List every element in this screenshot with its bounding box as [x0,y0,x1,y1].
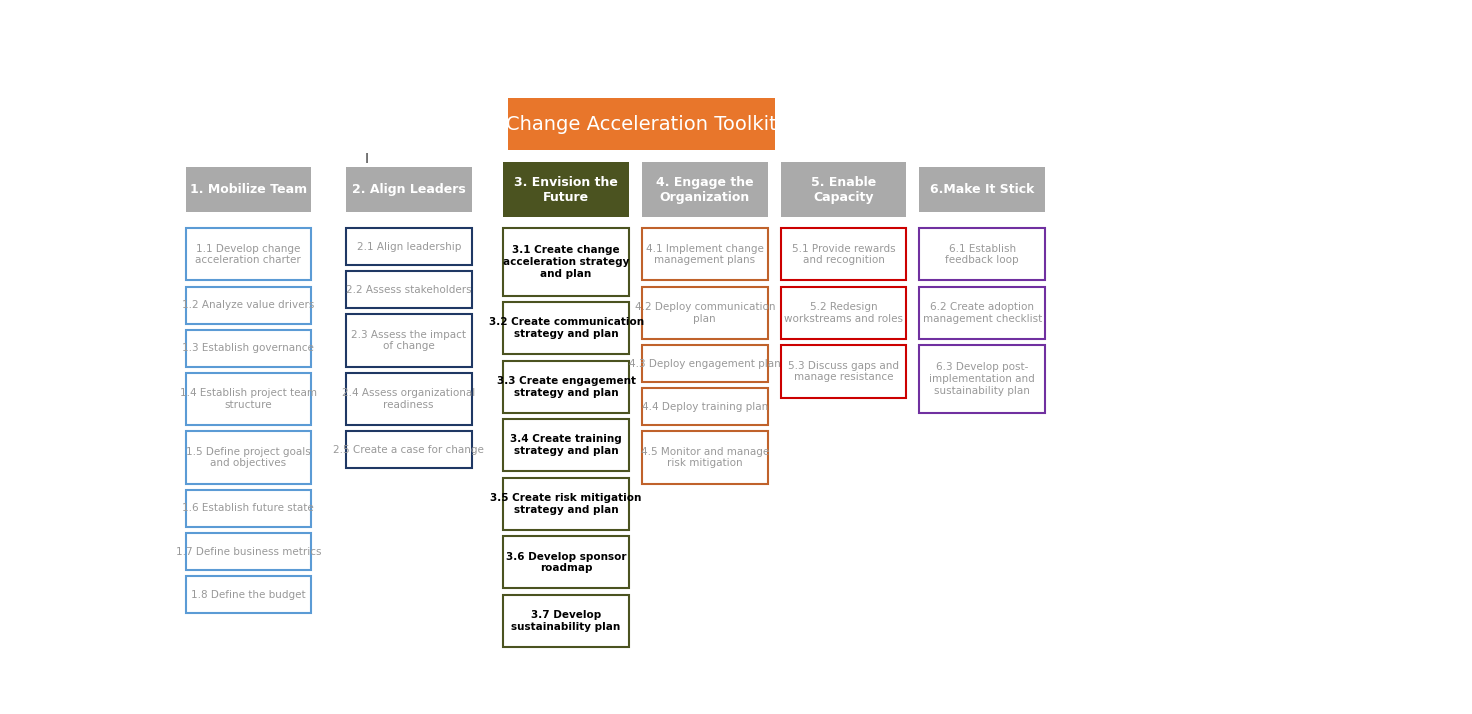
Text: 3.2 Create communication
strategy and plan: 3.2 Create communication strategy and pl… [489,318,643,339]
Text: 3. Envision the
Future: 3. Envision the Future [514,176,618,203]
FancyBboxPatch shape [920,167,1045,212]
FancyBboxPatch shape [503,419,629,471]
FancyBboxPatch shape [642,286,767,339]
FancyBboxPatch shape [920,228,1045,281]
Text: 2.3 Assess the impact
of change: 2.3 Assess the impact of change [352,330,467,351]
FancyBboxPatch shape [642,345,767,382]
Text: 5. Enable
Capacity: 5. Enable Capacity [811,176,876,203]
Text: 5.1 Provide rewards
and recognition: 5.1 Provide rewards and recognition [792,243,895,265]
Text: 4. Engage the
Organization: 4. Engage the Organization [657,176,754,203]
FancyBboxPatch shape [508,98,774,151]
Text: 3.3 Create engagement
strategy and plan: 3.3 Create engagement strategy and plan [496,376,636,398]
Text: 4.3 Deploy engagement plan: 4.3 Deploy engagement plan [629,358,780,368]
FancyBboxPatch shape [346,431,471,468]
Text: 1.6 Establish future state: 1.6 Establish future state [183,503,314,513]
FancyBboxPatch shape [185,228,311,281]
FancyBboxPatch shape [503,302,629,354]
FancyBboxPatch shape [185,286,311,323]
Text: Change Acceleration Toolkit: Change Acceleration Toolkit [506,115,777,134]
Text: 2. Align Leaders: 2. Align Leaders [352,183,465,196]
Text: 1.4 Establish project team
structure: 1.4 Establish project team structure [180,388,316,410]
FancyBboxPatch shape [185,431,311,484]
FancyBboxPatch shape [346,271,471,308]
FancyBboxPatch shape [920,345,1045,413]
Text: 4.5 Monitor and manage
risk mitigation: 4.5 Monitor and manage risk mitigation [640,447,768,468]
FancyBboxPatch shape [920,286,1045,339]
Text: 5.2 Redesign
workstreams and roles: 5.2 Redesign workstreams and roles [785,302,902,323]
FancyBboxPatch shape [780,162,907,217]
FancyBboxPatch shape [185,533,311,570]
Text: 1.1 Develop change
acceleration charter: 1.1 Develop change acceleration charter [196,243,302,265]
Text: 2.5 Create a case for change: 2.5 Create a case for change [333,445,484,455]
FancyBboxPatch shape [503,361,629,413]
FancyBboxPatch shape [503,478,629,530]
FancyBboxPatch shape [642,228,767,281]
FancyBboxPatch shape [780,286,907,339]
FancyBboxPatch shape [185,576,311,613]
Text: 4.1 Implement change
management plans: 4.1 Implement change management plans [646,243,764,265]
Text: 2.2 Assess stakeholders: 2.2 Assess stakeholders [346,285,471,295]
FancyBboxPatch shape [346,228,471,265]
Text: 3.7 Develop
sustainability plan: 3.7 Develop sustainability plan [511,610,621,632]
Text: 3.6 Develop sponsor
roadmap: 3.6 Develop sponsor roadmap [506,551,626,573]
Text: 1.2 Analyze value drivers: 1.2 Analyze value drivers [183,300,315,310]
FancyBboxPatch shape [185,330,311,367]
FancyBboxPatch shape [503,595,629,647]
FancyBboxPatch shape [346,373,471,426]
FancyBboxPatch shape [780,228,907,281]
Text: 1.7 Define business metrics: 1.7 Define business metrics [175,546,321,556]
Text: 4.2 Deploy communication
plan: 4.2 Deploy communication plan [634,302,776,323]
FancyBboxPatch shape [503,228,629,296]
FancyBboxPatch shape [346,314,471,367]
Text: 6.2 Create adoption
management checklist: 6.2 Create adoption management checklist [923,302,1042,323]
Text: 1.5 Define project goals
and objectives: 1.5 Define project goals and objectives [185,447,311,468]
FancyBboxPatch shape [185,490,311,527]
FancyBboxPatch shape [642,431,767,484]
FancyBboxPatch shape [642,388,767,426]
Text: 6.1 Establish
feedback loop: 6.1 Establish feedback loop [945,243,1019,265]
Text: 6.3 Develop post-
implementation and
sustainability plan: 6.3 Develop post- implementation and sus… [929,363,1035,396]
FancyBboxPatch shape [780,345,907,398]
FancyBboxPatch shape [503,162,629,217]
FancyBboxPatch shape [185,167,311,212]
Text: 2.4 Assess organizational
readiness: 2.4 Assess organizational readiness [342,388,475,410]
Text: 1.8 Define the budget: 1.8 Define the budget [191,590,306,600]
FancyBboxPatch shape [185,373,311,426]
Text: 2.1 Align leadership: 2.1 Align leadership [356,241,461,251]
FancyBboxPatch shape [642,162,767,217]
Text: 1. Mobilize Team: 1. Mobilize Team [190,183,306,196]
Text: 3.5 Create risk mitigation
strategy and plan: 3.5 Create risk mitigation strategy and … [490,493,642,515]
Text: 6.Make It Stick: 6.Make It Stick [930,183,1035,196]
Text: I: I [364,152,368,166]
Text: 5.3 Discuss gaps and
manage resistance: 5.3 Discuss gaps and manage resistance [788,361,899,382]
Text: 3.4 Create training
strategy and plan: 3.4 Create training strategy and plan [511,435,623,456]
Text: 4.4 Deploy training plan: 4.4 Deploy training plan [642,402,768,412]
Text: 1.3 Establish governance: 1.3 Establish governance [183,343,314,353]
FancyBboxPatch shape [503,536,629,588]
Text: 3.1 Create change
acceleration strategy
and plan: 3.1 Create change acceleration strategy … [503,246,629,278]
FancyBboxPatch shape [346,167,471,212]
